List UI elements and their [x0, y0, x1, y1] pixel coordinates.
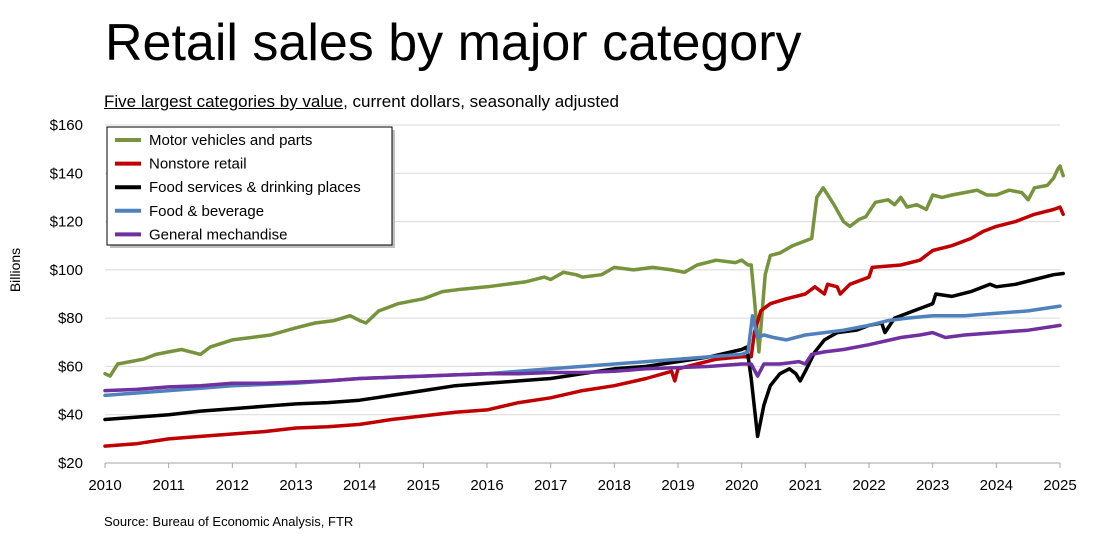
legend-box [106, 126, 393, 246]
x-tick-label: 2023 [916, 477, 949, 494]
subtitle-rest: , current dollars, seasonally adjusted [343, 92, 619, 111]
y-tick-label: $140 [50, 165, 83, 182]
x-tick-label: 2017 [534, 477, 567, 494]
subtitle-underlined: Five largest categories by value [104, 92, 344, 111]
y-tick-label: $120 [50, 214, 83, 231]
legend-label: Food & beverage [149, 203, 264, 220]
source-note: Source: Bureau of Economic Analysis, FTR [104, 514, 354, 529]
x-tick-label: 2020 [725, 477, 758, 494]
y-tick-label: $20 [58, 455, 83, 472]
series-line [103, 164, 1065, 378]
legend-label: Motor vehicles and parts [149, 132, 312, 149]
y-axis-label: Billions [7, 248, 23, 292]
gridlines [105, 124, 1060, 416]
series-line [103, 323, 1062, 393]
x-tick-label: 2022 [852, 477, 885, 494]
legend-label: Nonstore retail [149, 156, 247, 173]
x-tick-label: 2016 [470, 477, 503, 494]
legend: Motor vehicles and parts Nonstore retail F… [106, 126, 395, 248]
x-tick-label: 2021 [789, 477, 822, 494]
legend-label: Food services & drinking places [149, 179, 361, 196]
series-line [103, 271, 1065, 439]
x-tick-labels: 2010 2011 2012 2013 2014 2015 2016 2017 2018 2019… [88, 477, 1076, 494]
y-tick-label: $40 [58, 407, 83, 424]
y-tick-label: $100 [50, 262, 83, 279]
axes [104, 462, 1061, 468]
x-tick-label: 2014 [343, 477, 376, 494]
y-tick-label: $60 [58, 358, 83, 375]
chart-title: Retail sales by major category [105, 14, 802, 72]
x-tick-label: 2011 [153, 477, 185, 494]
x-tick-label: 2012 [216, 477, 249, 494]
y-tick-label: $160 [50, 117, 83, 134]
series-lines [103, 164, 1065, 448]
x-tick-label: 2025 [1043, 477, 1076, 494]
x-tick-label: 2015 [407, 477, 440, 494]
legend-label: General mechandise [149, 226, 287, 243]
x-tick-label: 2010 [88, 477, 121, 494]
series-line [103, 205, 1065, 448]
y-tick-label: $80 [58, 310, 83, 327]
x-tick-label: 2013 [279, 477, 312, 494]
x-tick-label: 2019 [661, 477, 694, 494]
x-tick-label: 2024 [980, 477, 1013, 494]
x-tick-label: 2018 [598, 477, 631, 494]
y-tick-labels: $20 $40 $60 $80 $100 $120 $140 $160 [50, 117, 83, 472]
chart-subtitle: Five largest categories by value, curren… [104, 92, 619, 112]
